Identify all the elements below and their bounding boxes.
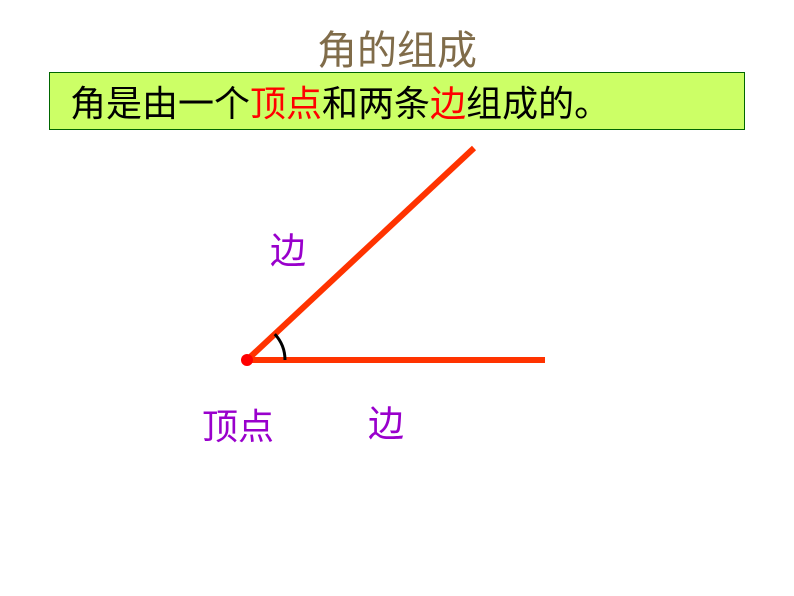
def-part1: 角是由一个	[70, 84, 250, 124]
def-part3: 组成的。	[466, 84, 610, 124]
angle-diagram	[0, 130, 794, 596]
vertex-point-icon	[241, 354, 253, 366]
definition-box: 角是由一个顶点和两条边组成的。	[49, 72, 745, 130]
def-edge-term: 边	[430, 84, 466, 124]
page-title: 角的组成	[0, 18, 794, 76]
label-vertex: 顶点	[202, 398, 274, 450]
def-vertex-term: 顶点	[250, 84, 322, 124]
angle-arc	[275, 334, 285, 360]
definition-text: 角是由一个顶点和两条边组成的。	[70, 75, 610, 127]
label-edge-bottom: 边	[368, 395, 404, 447]
label-edge-top: 边	[270, 222, 306, 274]
def-part2: 和两条	[322, 84, 430, 124]
